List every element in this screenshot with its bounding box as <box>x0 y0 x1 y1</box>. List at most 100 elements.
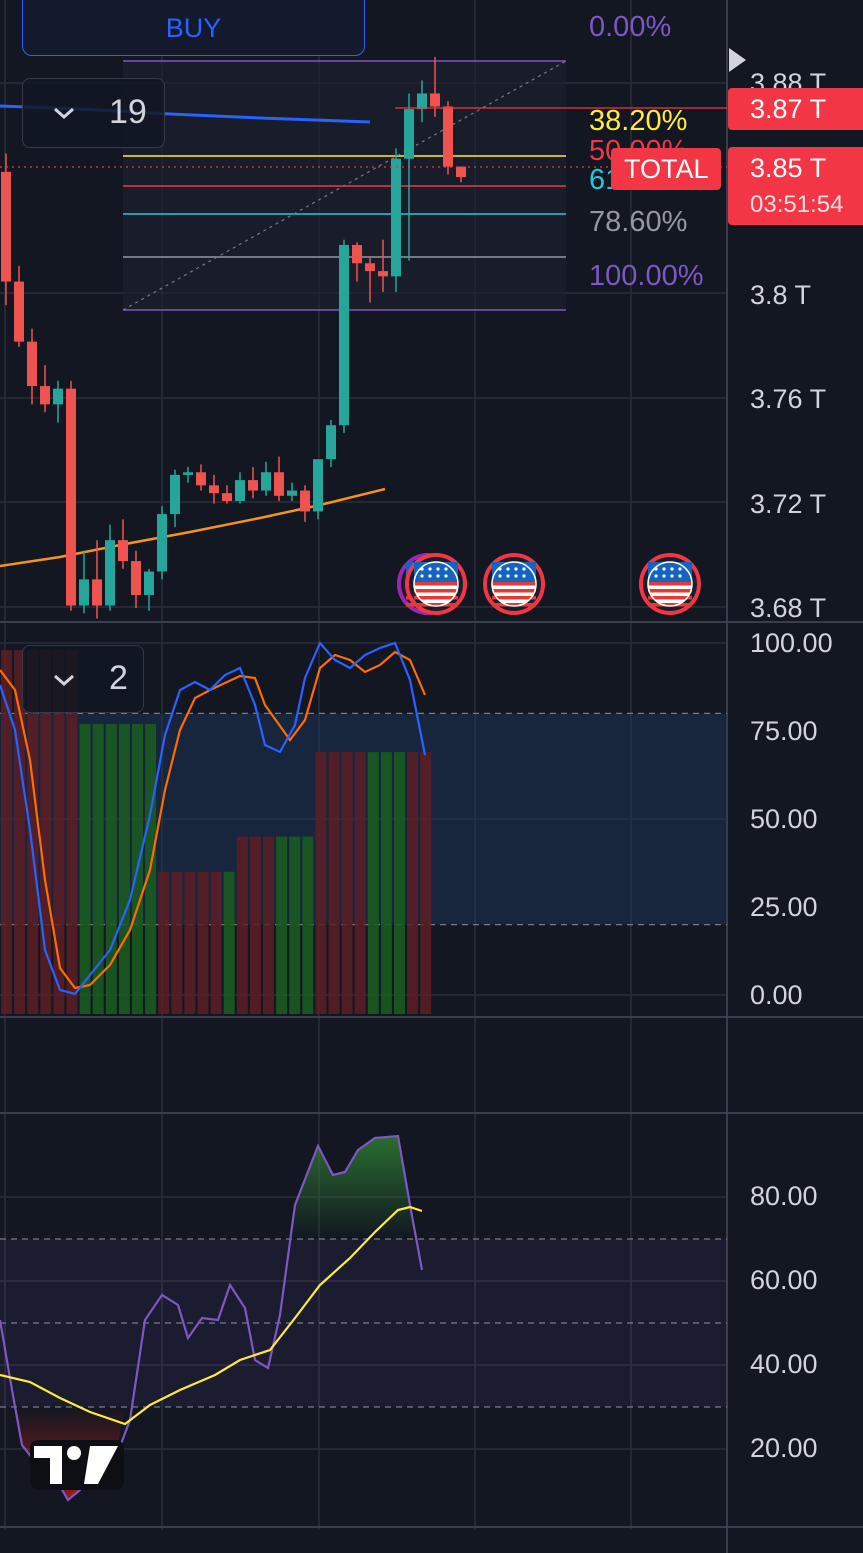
flag-star <box>498 574 502 578</box>
stoch-histogram-bar <box>289 836 301 1014</box>
candle-body <box>261 472 271 491</box>
candle-body <box>131 561 141 596</box>
fib-trend-line <box>122 60 567 311</box>
candle-body <box>391 158 401 277</box>
candle-body <box>274 472 284 496</box>
stoch-indicators-count: 2 <box>109 659 128 697</box>
stoch-histogram-bar <box>40 650 52 1014</box>
candle-body <box>443 106 453 167</box>
candle-body <box>66 388 76 606</box>
flag-stripe <box>648 582 692 586</box>
indicators-collapse-button[interactable]: 19 <box>22 78 165 148</box>
stoch-histogram-bar <box>118 723 130 1014</box>
stoch-histogram-bar <box>341 752 353 1014</box>
rsi-axis-label: 40.00 <box>750 1349 818 1379</box>
flag-stripe <box>492 596 536 600</box>
candle-body <box>105 540 115 606</box>
flag-star <box>506 574 510 578</box>
flag-stripe <box>492 603 536 607</box>
candle-body <box>27 341 37 387</box>
stoch-histogram-bar <box>249 836 261 1014</box>
flag-stripe <box>648 603 692 607</box>
candle-body <box>92 579 102 606</box>
flag-star <box>506 567 510 571</box>
flag-stripe <box>492 582 536 586</box>
flag-stripe <box>414 589 458 593</box>
stoch-histogram-bar <box>1 650 12 1014</box>
flag-star <box>522 567 526 571</box>
fib-level-label: 78.60% <box>589 206 688 238</box>
candle-body <box>196 472 206 486</box>
buy-button[interactable]: BUY <box>22 0 365 56</box>
rsi-axis-label: 20.00 <box>750 1433 818 1463</box>
candle-body <box>235 480 245 501</box>
stoch-histogram-bar <box>79 723 91 1014</box>
candle-body <box>40 386 50 405</box>
stoch-histogram-bar <box>315 752 327 1014</box>
stoch-histogram-bar <box>263 836 274 1014</box>
candle-body <box>326 425 336 460</box>
candle-body <box>456 166 466 178</box>
flag-star <box>654 574 658 578</box>
stoch-histogram-bar <box>420 752 432 1014</box>
current-price-value: 3.87 T <box>750 94 827 124</box>
logo-mark-dot <box>67 1446 81 1460</box>
last-price-badge: 3.85 T 03:51:54 <box>728 147 863 225</box>
candle-body <box>222 493 232 501</box>
price-axis-label: 3.68 T <box>750 593 827 623</box>
flag-star <box>662 567 666 571</box>
flag-star <box>444 567 448 571</box>
buy-button-label: BUY <box>165 13 222 43</box>
indicators-count: 19 <box>109 93 147 131</box>
us-flag-icon <box>639 553 701 615</box>
stoch-histogram-bar <box>105 723 117 1014</box>
candle-body <box>417 93 427 110</box>
stoch-collapse-button[interactable]: 2 <box>22 645 144 713</box>
stoch-histogram-bar <box>276 836 288 1014</box>
us-flag-icon <box>483 553 545 615</box>
flag-star <box>678 574 682 578</box>
stoch-histogram-bar <box>407 752 419 1014</box>
flag-stripe <box>414 582 458 586</box>
rsi-axis-label: 80.00 <box>750 1181 818 1211</box>
candle-body <box>404 109 414 159</box>
candle-body <box>157 514 167 572</box>
candle-body <box>183 472 193 475</box>
logo-mark-v <box>84 1446 118 1484</box>
stoch-histogram-bar <box>53 650 65 1014</box>
stoch-histogram-bar <box>380 752 392 1014</box>
flag-star <box>670 574 674 578</box>
moving-average-orange <box>0 487 386 568</box>
stoch-histogram-bar <box>302 836 314 1014</box>
candle-body <box>170 474 180 515</box>
stoch-histogram-bar <box>328 752 340 1014</box>
chevron-down-icon <box>54 107 74 119</box>
flag-star <box>514 567 518 571</box>
flag-star <box>514 574 518 578</box>
stoch-histogram-bar <box>354 752 366 1014</box>
flag-canton <box>414 562 458 582</box>
stoch-axis-label: 25.00 <box>750 892 818 922</box>
candle-body <box>365 263 375 272</box>
flag-star <box>428 567 432 571</box>
flag-edge <box>491 561 537 607</box>
price-axis-label: 3.72 T <box>750 489 827 519</box>
candle-body <box>339 244 349 426</box>
stoch-histogram-bar <box>236 836 248 1014</box>
price-axis-label: 3.8 T <box>750 280 812 310</box>
flag-star <box>670 567 674 571</box>
symbol-name-badge: TOTAL <box>611 148 721 190</box>
fib-level-label: 38.20% <box>589 105 688 137</box>
scroll-right-icon <box>729 48 746 72</box>
candle-body <box>118 540 128 562</box>
candle-body <box>14 281 24 342</box>
candle-body <box>209 485 219 494</box>
candle-body <box>53 388 63 405</box>
candle-body <box>352 244 362 264</box>
rsi-axis-label: 60.00 <box>750 1265 818 1295</box>
stoch-histogram-bar <box>210 871 222 1014</box>
stochastic-pane <box>0 640 727 1014</box>
candle-body <box>144 571 154 596</box>
